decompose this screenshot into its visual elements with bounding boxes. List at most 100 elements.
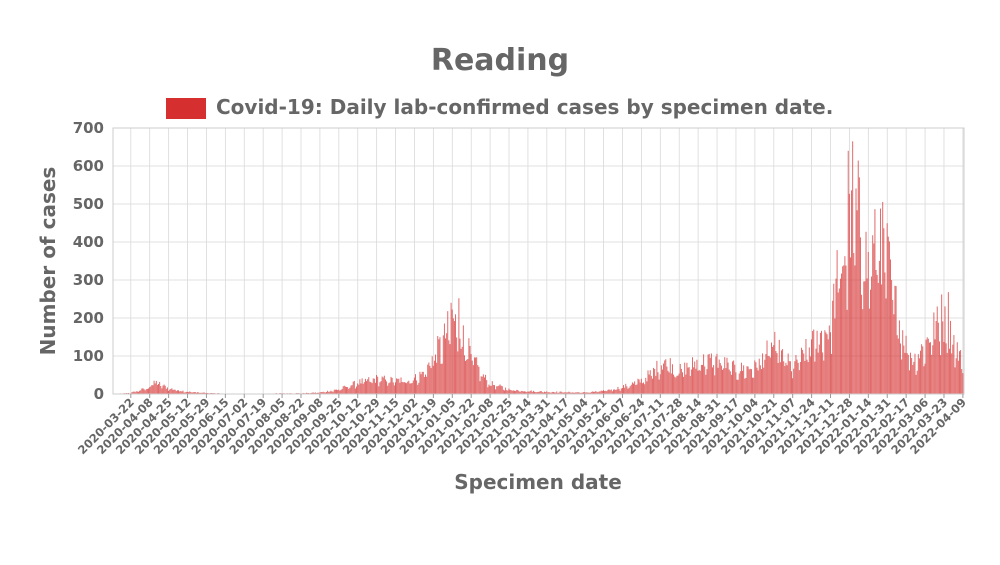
bar (937, 322, 939, 394)
bar (199, 392, 201, 394)
bar (625, 383, 627, 394)
bar (141, 388, 143, 394)
bar (677, 375, 679, 394)
bar (668, 372, 670, 394)
bar (908, 370, 910, 394)
bar (581, 392, 583, 394)
bar (639, 382, 641, 394)
bar (182, 390, 184, 394)
bar (848, 193, 850, 394)
bar (173, 389, 175, 394)
bar (131, 392, 133, 394)
bar (709, 357, 711, 394)
bar (516, 389, 518, 394)
bar (520, 390, 522, 394)
bar (754, 360, 756, 394)
bar (555, 392, 557, 394)
bar (443, 323, 445, 394)
bar (418, 382, 420, 394)
bar (819, 332, 821, 394)
bar (476, 357, 478, 394)
bar (749, 368, 751, 394)
bar (482, 374, 484, 394)
bar (411, 382, 413, 394)
bar (466, 359, 468, 394)
bar (635, 384, 637, 394)
legend-label: Covid-19: Daily lab-confirmed cases by s… (216, 95, 833, 119)
bar (154, 383, 156, 394)
bar (872, 235, 874, 394)
bar (175, 391, 177, 394)
bar (142, 388, 144, 394)
bar (722, 369, 723, 394)
chart-title: Reading (431, 43, 569, 78)
bar (877, 282, 879, 394)
bar (159, 381, 161, 394)
bar (597, 392, 599, 394)
bar (203, 392, 205, 394)
bar (377, 376, 379, 394)
bar (527, 391, 529, 394)
bar (769, 357, 771, 394)
bar (710, 353, 712, 394)
bar (174, 389, 176, 394)
bar (767, 355, 769, 394)
bar (360, 383, 362, 394)
bar (926, 337, 928, 394)
bar (463, 355, 465, 394)
bar (514, 390, 515, 394)
bar (646, 381, 648, 394)
bar (362, 383, 364, 394)
bar (191, 392, 193, 394)
bar (952, 344, 954, 394)
bar (623, 385, 624, 394)
bar (932, 345, 934, 394)
bar (698, 369, 700, 394)
bar (631, 382, 633, 394)
bar (793, 368, 795, 394)
bar (862, 309, 864, 394)
bar (320, 392, 322, 394)
bar (792, 378, 794, 394)
bar (920, 350, 922, 394)
bar (951, 353, 953, 394)
bar (624, 387, 626, 394)
bar (962, 373, 964, 394)
bar (666, 366, 668, 394)
bar (789, 361, 791, 394)
bar (752, 377, 754, 394)
bar (658, 379, 660, 394)
bar (779, 362, 781, 394)
bar (403, 382, 405, 394)
bar (495, 389, 497, 394)
bar (619, 390, 621, 394)
bar (328, 391, 330, 394)
bar (607, 389, 609, 394)
bar (405, 382, 406, 394)
bar (925, 339, 927, 394)
bar (415, 374, 416, 394)
bar (150, 386, 152, 394)
bar (854, 265, 856, 394)
x-axis-label: Specimen date (454, 470, 622, 494)
bar (392, 382, 394, 394)
bar (707, 354, 709, 394)
bar (135, 391, 137, 394)
bar (650, 375, 652, 394)
bar (456, 337, 458, 394)
bar (634, 381, 636, 394)
y-tick-label: 700 (73, 119, 104, 137)
bar (613, 389, 614, 394)
bar (895, 286, 897, 394)
bar (556, 391, 558, 394)
bar (487, 387, 489, 394)
bar (847, 150, 849, 394)
bar (791, 371, 792, 394)
bar (383, 375, 385, 394)
bar (891, 280, 893, 394)
bar (194, 391, 196, 394)
bar (532, 390, 534, 394)
bar (545, 392, 547, 394)
bar (723, 368, 725, 394)
bar (871, 276, 873, 394)
